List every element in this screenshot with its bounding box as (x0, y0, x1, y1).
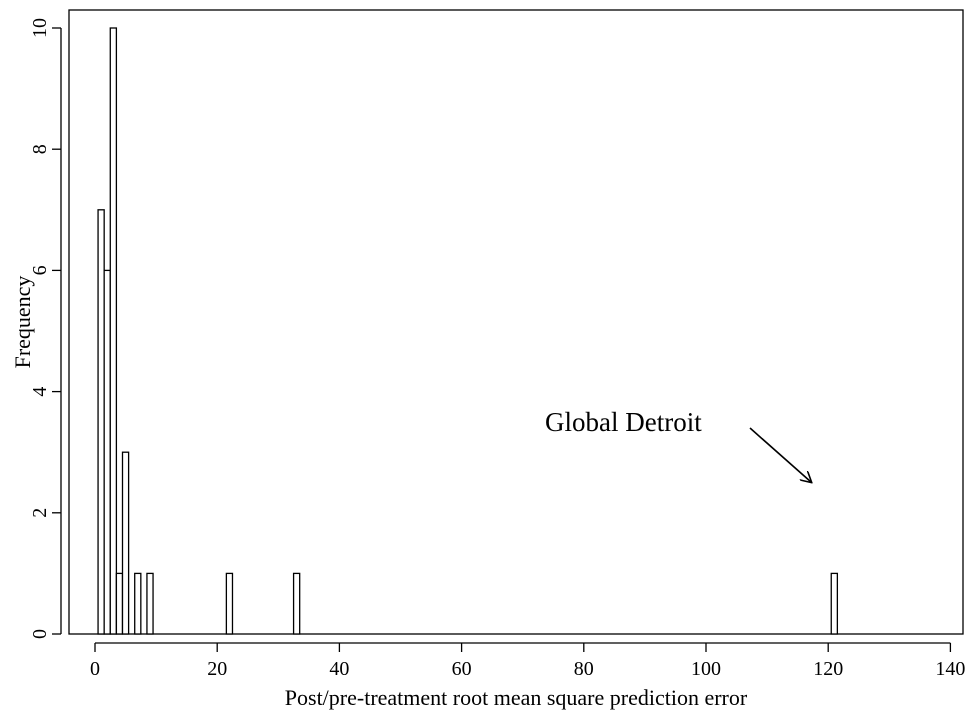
x-tick-label: 20 (207, 658, 227, 680)
histogram-bar (109, 27, 118, 635)
y-tick-label: 8 (29, 144, 51, 154)
annotation-arrow (749, 427, 811, 482)
annotation-label: Global Detroit (545, 407, 702, 437)
x-tick-label: 40 (329, 658, 349, 680)
histogram-bar (115, 572, 124, 635)
histogram-bar (225, 572, 234, 635)
y-tick-label: 4 (29, 387, 51, 397)
histogram-bar (134, 572, 142, 635)
x-tick-label: 0 (90, 658, 100, 680)
y-tick-label: 6 (29, 265, 51, 275)
x-tick-label: 80 (574, 658, 594, 680)
histogram-bar (97, 209, 105, 635)
histogram-bar (146, 572, 154, 635)
histogram-bars (97, 27, 839, 635)
x-axis-title: Post/pre-treatment root mean square pred… (285, 685, 748, 710)
x-tick-label: 60 (452, 658, 472, 680)
histogram-bar (292, 572, 301, 635)
x-tick-label: 140 (935, 658, 965, 680)
x-tick-label: 100 (691, 658, 721, 680)
histogram-bar (121, 451, 130, 635)
histogram-bar (103, 269, 111, 635)
x-tick-label: 120 (813, 658, 843, 680)
histogram-bar (830, 572, 839, 635)
y-tick-label: 2 (29, 508, 51, 518)
y-axis-title: Frequency (10, 276, 35, 369)
y-tick-label: 10 (29, 18, 51, 38)
plot-frame (68, 9, 964, 635)
x-axis: 0 20 40 60 80 100 120 140 (90, 642, 965, 680)
y-tick-label: 0 (29, 629, 51, 639)
y-axis: 0 2 4 6 8 10 (29, 18, 62, 639)
